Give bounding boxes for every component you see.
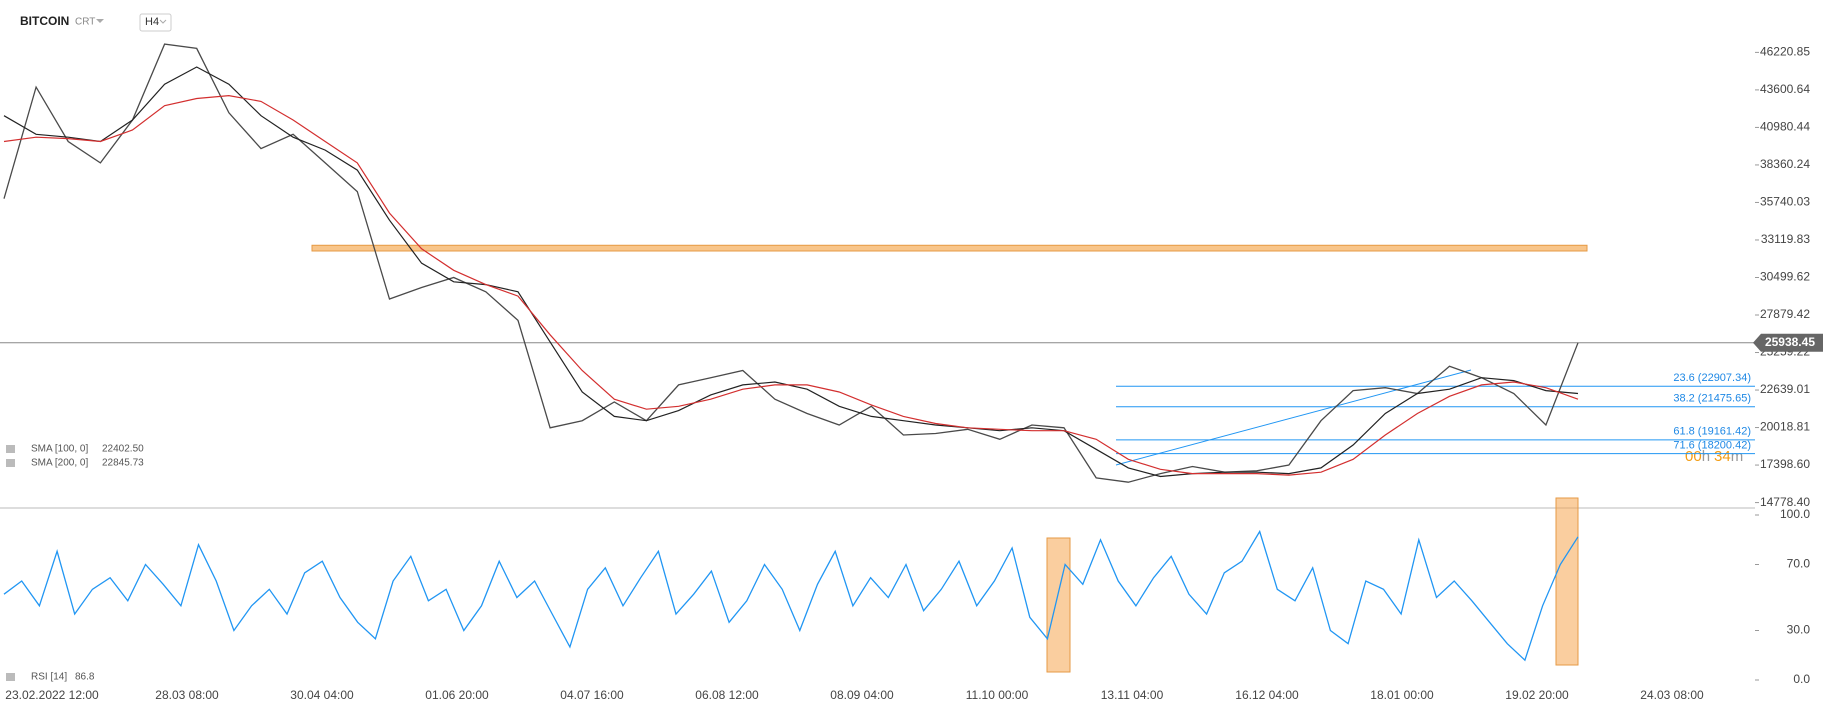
y-tick-label: 0.0 [1793, 672, 1810, 686]
legend-value: 22845.73 [102, 458, 144, 469]
timer-m: m [1731, 448, 1744, 465]
timeframe[interactable]: H4 [145, 16, 159, 28]
x-tick-label: 30.04 04:00 [290, 688, 354, 702]
y-tick-label: 43600.64 [1760, 82, 1810, 96]
x-tick-label: 19.02 20:00 [1505, 688, 1569, 702]
x-tick-label: 04.07 16:00 [560, 688, 624, 702]
y-tick-label: 40980.44 [1760, 120, 1810, 134]
y-tick-label: 14778.40 [1760, 495, 1810, 509]
rsi-highlight [1555, 497, 1579, 666]
rsi-highlight [1046, 537, 1071, 673]
series-line [3, 66, 1579, 478]
x-tick-label: 11.10 00:00 [966, 688, 1029, 702]
y-tick-label: 30499.62 [1760, 270, 1810, 284]
x-tick-label: 18.01 00:00 [1370, 688, 1434, 702]
y-tick-label: 30.0 [1787, 623, 1811, 637]
y-tick-label: 35740.03 [1760, 195, 1810, 209]
y-tick-label: 22639.01 [1760, 382, 1810, 396]
legend-value: 22402.50 [102, 444, 144, 455]
x-tick-label: 01.06 20:00 [425, 688, 489, 702]
timer-h: h [1702, 448, 1710, 465]
symbol[interactable]: BITCOIN [20, 14, 69, 28]
legend-value: 86.8 [75, 672, 95, 683]
timeframe-box[interactable] [139, 13, 172, 32]
fib-label: 61.8 (19161.42) [1673, 426, 1751, 438]
fib-label: 23.6 (22907.34) [1673, 372, 1751, 384]
x-tick-label: 28.03 08:00 [155, 688, 219, 702]
y-tick-label: 38360.24 [1760, 157, 1810, 171]
x-tick-label: 06.08 12:00 [695, 688, 759, 702]
x-tick-label: 24.03 08:00 [1640, 688, 1704, 702]
x-tick-label: 16.12 04:00 [1235, 688, 1299, 702]
fib-label: 38.2 (21475.65) [1673, 393, 1751, 405]
y-tick-label: 27879.42 [1760, 307, 1810, 321]
timer-hours: 00 [1685, 448, 1702, 465]
dropdown-arrow[interactable] [96, 19, 104, 23]
price-tag-bg [1753, 333, 1823, 352]
x-tick-label: 08.09 04:00 [830, 688, 894, 702]
y-tick-label: 20018.81 [1760, 420, 1810, 434]
legend-icon [6, 445, 15, 453]
legend-icon [6, 459, 15, 467]
legend-name: RSI [14] [31, 672, 67, 683]
legend-icon [6, 673, 15, 681]
y-tick-label: 17398.60 [1760, 457, 1810, 471]
y-tick-label: 33119.83 [1761, 232, 1810, 246]
series-line [3, 529, 1579, 662]
price-tag: 25938.45 [1765, 335, 1815, 349]
timer-minutes: 34 [1714, 448, 1731, 465]
legend-name: SMA [200, 0] [31, 458, 88, 469]
y-tick-label: 46220.85 [1760, 45, 1810, 59]
resistance-zone [311, 244, 1588, 252]
series-line [3, 43, 1579, 483]
x-tick-label: 23.02.2022 12:00 [5, 688, 99, 702]
symbol-type: CRT [75, 17, 95, 28]
fib-label: 71.6 (18200.42) [1673, 439, 1751, 451]
legend-name: SMA [100, 0] [31, 444, 88, 455]
trend-line [1115, 369, 1472, 466]
y-tick-label: 70.0 [1787, 557, 1811, 571]
timer: 00h 34m [1685, 448, 1743, 465]
timeframe-arrow [159, 19, 167, 24]
y-tick-label: 100.0 [1780, 507, 1810, 521]
x-tick-label: 13.11 04:00 [1101, 688, 1164, 702]
series-line [3, 94, 1579, 476]
